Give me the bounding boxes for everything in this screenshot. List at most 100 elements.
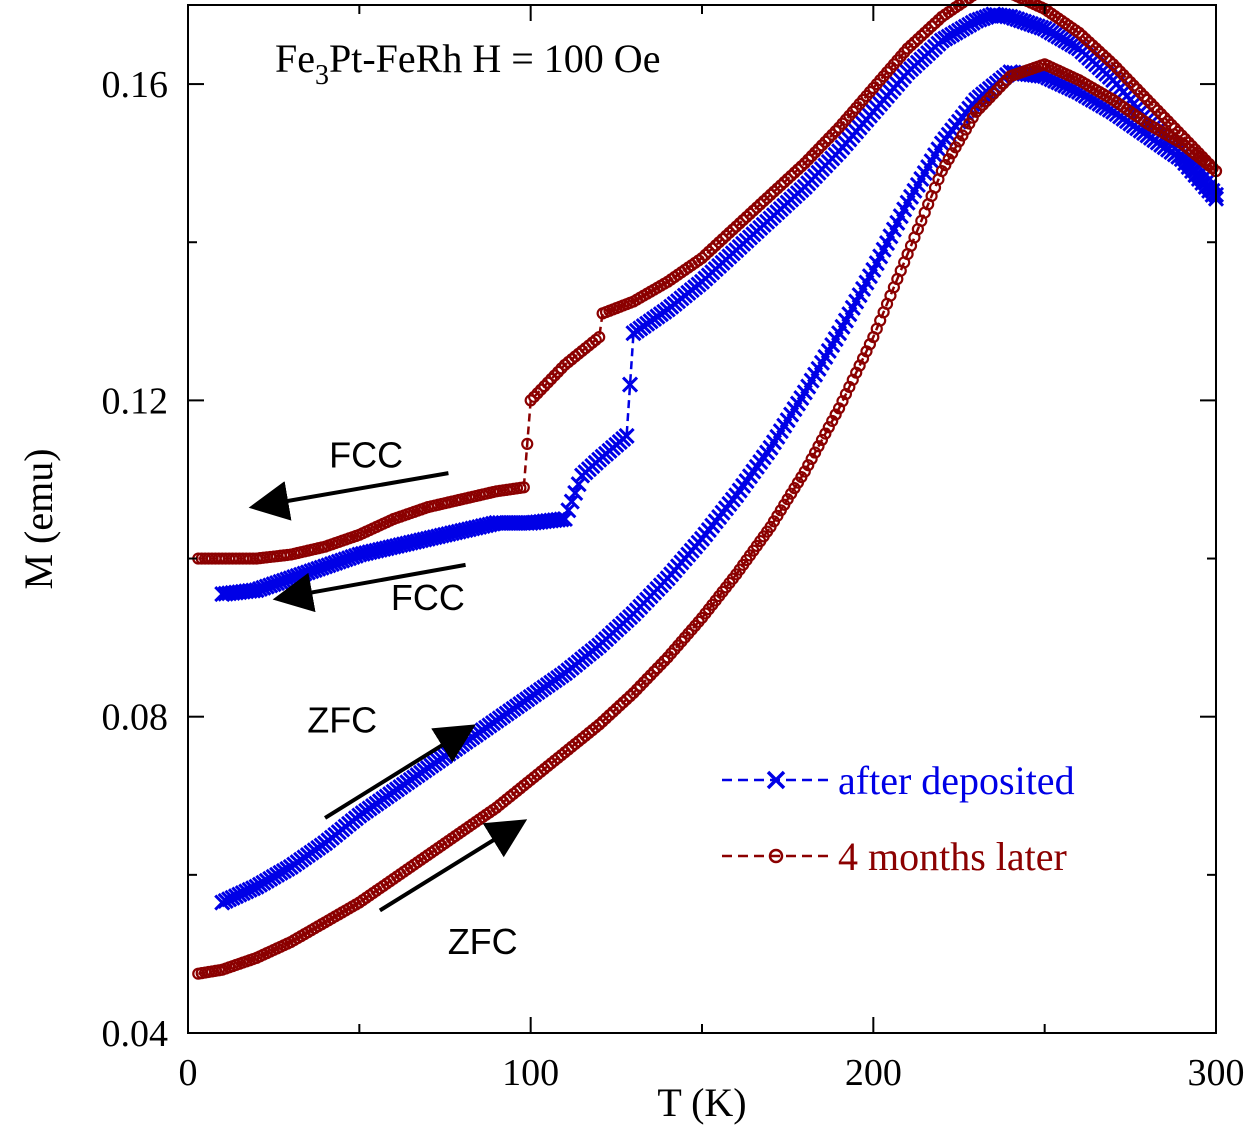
- data-point: [1168, 122, 1181, 135]
- data-point: [1086, 39, 1099, 52]
- data-point: [623, 690, 637, 703]
- data-point: [545, 372, 558, 386]
- data-point: [1141, 93, 1154, 106]
- data-point: [617, 696, 630, 709]
- data-point: [819, 135, 832, 148]
- data-point: [802, 153, 815, 166]
- data-point: [946, 147, 959, 160]
- data-point: [788, 166, 801, 179]
- data-point: [620, 693, 633, 706]
- data-point: [1206, 161, 1219, 174]
- x-tick-label: 100: [502, 1052, 559, 1094]
- data-point: [1089, 42, 1103, 55]
- data-point: [747, 204, 760, 217]
- data-point: [932, 13, 945, 27]
- data-point: [846, 373, 859, 386]
- data-point: [791, 163, 805, 176]
- legend-entry: 4 months later: [722, 834, 1067, 879]
- data-point: [217, 585, 234, 602]
- data-point: [856, 352, 870, 365]
- data-point: [589, 721, 602, 734]
- data-point: [214, 586, 231, 603]
- data-point: [531, 387, 544, 400]
- data-point: [1158, 111, 1171, 124]
- data-point: [1189, 143, 1202, 156]
- x-tick-label: 300: [1188, 1052, 1245, 1094]
- legend-marker: [768, 848, 784, 864]
- series-line: [198, 0, 1217, 560]
- data-point: [990, 84, 1003, 97]
- annotation-label: FCC: [329, 435, 403, 476]
- data-point: [1144, 97, 1157, 110]
- data-point: [832, 121, 846, 134]
- data-point: [1175, 129, 1188, 142]
- data-point: [774, 179, 787, 192]
- data-point: [915, 29, 928, 42]
- data-point: [904, 39, 918, 52]
- data-point: [606, 705, 620, 719]
- data-point: [1185, 140, 1199, 153]
- data-point: [952, 135, 966, 148]
- data-point: [625, 325, 642, 342]
- annotation-arrow: [272, 562, 466, 613]
- data-point: [798, 465, 811, 478]
- data-point: [784, 169, 798, 182]
- data-point: [935, 164, 948, 178]
- data-point: [521, 437, 534, 450]
- data-point: [918, 26, 931, 39]
- data-point: [757, 195, 770, 208]
- data-point: [987, 87, 1000, 101]
- legend-marker: [766, 770, 786, 790]
- data-point: [596, 307, 609, 320]
- data-point: [976, 98, 990, 111]
- y-tick-label: 0.16: [102, 64, 169, 106]
- data-point: [593, 718, 606, 731]
- y-tick-label: 0.04: [102, 1013, 169, 1055]
- series-4-months-later: [192, 0, 1223, 980]
- data-point: [1155, 108, 1168, 121]
- data-point: [524, 394, 537, 407]
- data-point: [647, 665, 661, 678]
- data-point: [627, 686, 640, 700]
- data-point: [764, 188, 777, 201]
- data-point: [548, 369, 561, 382]
- data-point: [928, 17, 942, 30]
- data-point: [795, 160, 808, 173]
- data-point: [555, 362, 568, 375]
- annotation-label: ZFC: [448, 921, 518, 962]
- data-point: [863, 338, 877, 351]
- title-subscript: 3: [315, 60, 329, 91]
- data-point: [781, 172, 794, 186]
- data-point: [767, 185, 781, 198]
- data-point: [730, 220, 743, 233]
- data-point: [654, 658, 667, 671]
- data-point: [737, 213, 750, 227]
- data-point: [815, 433, 829, 447]
- data-point: [956, 129, 969, 142]
- data-point: [567, 484, 584, 501]
- data-point: [634, 679, 647, 692]
- data-point: [1124, 75, 1137, 89]
- data-point: [1113, 65, 1127, 78]
- data-point: [819, 427, 832, 440]
- data-point: [812, 142, 825, 156]
- data-point: [621, 376, 639, 393]
- plot-title: Fe3Pt-FeRh H = 100 Oe: [275, 36, 660, 91]
- data-point: [1120, 72, 1134, 85]
- data-point: [527, 390, 541, 403]
- data-point: [1151, 104, 1164, 117]
- annotations: FCC FCC ZFC ZFC: [248, 435, 528, 962]
- data-point: [1134, 86, 1147, 99]
- data-point: [1148, 100, 1161, 114]
- data-point: [802, 459, 815, 472]
- data-point: [1083, 36, 1096, 49]
- data-point: [829, 408, 842, 421]
- data-point: [1096, 48, 1110, 61]
- data-point: [726, 223, 739, 236]
- data-point: [853, 359, 866, 372]
- y-axis-title: M (emu): [16, 448, 61, 589]
- x-tick-label: 0: [179, 1052, 198, 1094]
- data-point: [1165, 118, 1178, 131]
- data-point: [939, 159, 952, 172]
